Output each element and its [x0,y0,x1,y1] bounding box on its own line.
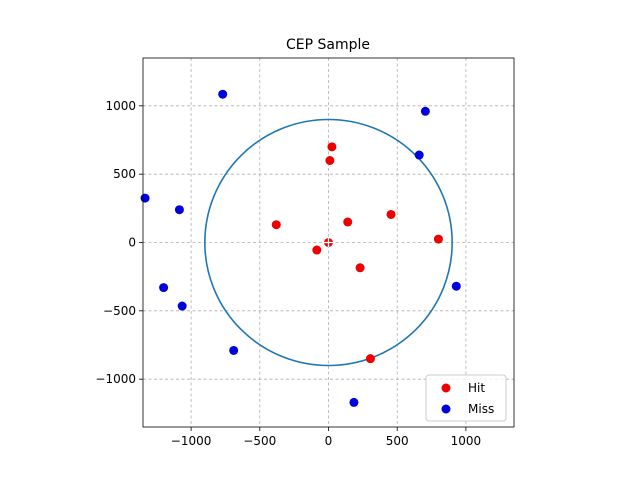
legend-marker-miss [441,404,451,414]
cep-circle [204,118,453,367]
x-tick-label: −500 [243,434,276,448]
hit-point [355,263,365,273]
x-tick-label: −1000 [171,434,212,448]
y-tick-label: 500 [113,167,136,181]
miss-point [229,345,239,355]
x-tick-label: 500 [386,434,409,448]
hit-point [433,234,443,244]
miss-point [140,193,150,203]
y-tick-label: −500 [103,304,136,318]
miss-point [177,301,187,311]
plot-area: −1000 −500 0 500 1000 −1000 −500 0 500 1000 Hit Mis… [95,57,515,448]
miss-point [451,281,461,291]
hit-point [386,209,396,219]
hit-point [327,142,337,152]
legend-marker-hit [441,383,451,393]
hit-point [325,156,335,165]
y-tick-label: −1000 [95,372,136,386]
miss-point [174,205,184,215]
miss-point [218,89,228,99]
hit-point [312,245,322,255]
miss-point [420,106,430,116]
y-tick-label: 0 [128,236,136,250]
miss-point [414,150,424,160]
miss-point [159,283,169,293]
hit-point [271,220,281,230]
legend-label-miss: Miss [468,402,494,416]
x-tick-label: 1000 [451,434,482,448]
miss-point [349,397,359,407]
chart-title: CEP Sample [286,37,370,53]
legend-label-hit: Hit [468,381,485,395]
x-tick-label: 0 [325,434,333,448]
y-tick-label: 1000 [105,99,136,113]
hit-point [343,217,353,227]
hit-point [365,354,375,364]
